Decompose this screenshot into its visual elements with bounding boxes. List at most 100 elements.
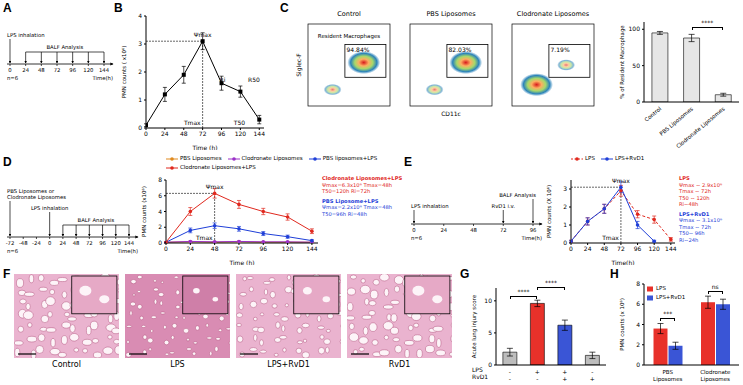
svg-text:-: -: [509, 368, 511, 375]
svg-text:-24: -24: [32, 240, 41, 246]
svg-text:-: -: [509, 375, 511, 382]
svg-text:Clodronate: Clodronate: [700, 369, 731, 375]
svg-text:144: 144: [254, 130, 266, 137]
svg-text:PBS: PBS: [663, 369, 674, 375]
svg-text:LPS inhalation: LPS inhalation: [31, 205, 69, 211]
svg-text:48: 48: [470, 227, 477, 233]
svg-text:0: 0: [636, 98, 640, 105]
svg-text:Clodronate Liposomes: Clodronate Liposomes: [675, 105, 726, 150]
svg-text:Time(h): Time(h): [117, 248, 138, 254]
svg-text:% of Resident Macrophage: % of Resident Macrophage: [619, 25, 626, 99]
svg-text:24: 24: [186, 245, 194, 252]
svg-text:144: 144: [665, 245, 677, 252]
svg-text:48: 48: [211, 245, 219, 252]
svg-text:1: 1: [138, 96, 142, 103]
svg-text:144: 144: [124, 240, 135, 246]
svg-text:6: 6: [636, 300, 640, 307]
svg-text:100: 100: [629, 25, 641, 32]
svg-text:n=6: n=6: [7, 75, 19, 81]
svg-text:2: 2: [563, 203, 567, 210]
svg-text:96: 96: [530, 227, 537, 233]
svg-text:120: 120: [83, 67, 94, 73]
svg-text:BALF Analysis: BALF Analysis: [499, 192, 536, 199]
svg-text:10: 10: [484, 297, 492, 304]
svg-text:120: 120: [111, 240, 122, 246]
svg-text:96: 96: [634, 245, 642, 252]
svg-text:72: 72: [86, 240, 93, 246]
svg-text:+: +: [590, 375, 595, 382]
svg-text:Clodronate Liposomes: Clodronate Liposomes: [7, 194, 66, 201]
svg-text:-48: -48: [19, 240, 28, 246]
svg-text:120: 120: [282, 245, 294, 252]
svg-text:0: 0: [412, 227, 416, 233]
svg-text:2: 2: [636, 341, 640, 348]
svg-text:2: 2: [158, 223, 162, 230]
svg-text:Liposomes: Liposomes: [653, 376, 682, 383]
svg-text:0: 0: [158, 239, 162, 246]
svg-text:8: 8: [158, 176, 162, 183]
svg-text:24: 24: [60, 240, 67, 246]
svg-text:+: +: [562, 375, 567, 382]
svg-text:24: 24: [584, 245, 592, 252]
svg-text:0: 0: [569, 245, 573, 252]
svg-text:48: 48: [73, 240, 80, 246]
svg-text:PBS Liposomes: PBS Liposomes: [426, 10, 476, 18]
svg-text:2: 2: [138, 68, 142, 75]
svg-text:48: 48: [180, 130, 188, 137]
svg-text:-72: -72: [6, 240, 15, 246]
svg-text:+: +: [535, 368, 540, 375]
svg-text:5: 5: [488, 329, 492, 336]
svg-text:0: 0: [138, 124, 142, 131]
svg-text:7.19%: 7.19%: [551, 46, 570, 53]
svg-text:LPS inhalation: LPS inhalation: [411, 203, 449, 209]
svg-text:Clodronate Liposomes: Clodronate Liposomes: [517, 10, 590, 18]
svg-text:RvD1 i.v.: RvD1 i.v.: [491, 203, 515, 209]
svg-text:n=6: n=6: [7, 248, 19, 254]
svg-text:96: 96: [259, 245, 267, 252]
svg-text:72: 72: [500, 227, 507, 233]
svg-text:3: 3: [563, 185, 567, 192]
svg-text:PMN counts ( x10⁶): PMN counts ( x10⁶): [121, 46, 127, 99]
svg-text:LPS inhalation: LPS inhalation: [7, 32, 45, 38]
svg-text:24: 24: [161, 130, 169, 137]
svg-text:82.03%: 82.03%: [449, 46, 472, 53]
svg-text:0: 0: [488, 361, 492, 368]
svg-text:PMN counts (x 10⁶): PMN counts (x 10⁶): [619, 298, 625, 351]
svg-text:PMN counts (X 10⁶): PMN counts (X 10⁶): [546, 185, 552, 238]
svg-text:144: 144: [306, 245, 318, 252]
svg-text:72: 72: [199, 130, 207, 137]
svg-text:Resident Macrophages: Resident Macrophages: [318, 33, 380, 40]
svg-text:72: 72: [617, 245, 625, 252]
svg-text:Time(h): Time(h): [521, 235, 542, 241]
svg-text:96: 96: [218, 130, 226, 137]
svg-text:48: 48: [600, 245, 608, 252]
svg-text:72: 72: [235, 245, 243, 252]
svg-text:0: 0: [164, 245, 168, 252]
svg-text:72: 72: [54, 67, 61, 73]
svg-text:120: 120: [235, 130, 247, 137]
svg-text:4: 4: [138, 12, 142, 19]
svg-text:Time (h): Time (h): [228, 259, 254, 265]
svg-text:Liposomes: Liposomes: [701, 376, 730, 383]
svg-text:Control: Control: [337, 10, 361, 18]
svg-text:24: 24: [440, 227, 447, 233]
svg-text:3: 3: [138, 40, 142, 47]
svg-text:0: 0: [48, 240, 52, 246]
svg-text:BALF Analysis: BALF Analysis: [46, 44, 83, 51]
svg-text:4: 4: [158, 208, 162, 215]
svg-text:50: 50: [632, 62, 640, 69]
svg-text:0: 0: [636, 361, 640, 368]
svg-text:94.84%: 94.84%: [347, 46, 370, 53]
svg-text:Time(h): Time(h): [610, 259, 634, 265]
svg-text:96: 96: [69, 67, 76, 73]
svg-text:CD11c: CD11c: [441, 110, 461, 117]
svg-text:48: 48: [38, 67, 45, 73]
svg-text:PMN counts (x10⁶): PMN counts (x10⁶): [141, 186, 147, 237]
svg-text:120: 120: [648, 245, 660, 252]
svg-text:Acute lung injury score: Acute lung injury score: [471, 294, 478, 358]
svg-text:144: 144: [99, 67, 110, 73]
svg-text:Control: Control: [643, 105, 662, 123]
svg-text:1: 1: [563, 221, 567, 228]
svg-text:24: 24: [22, 67, 29, 73]
svg-text:4: 4: [636, 321, 640, 328]
